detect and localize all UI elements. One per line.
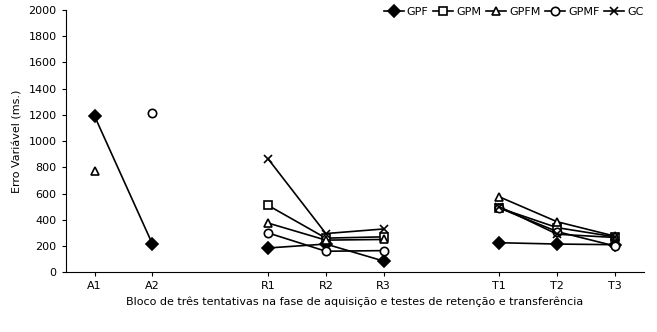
X-axis label: Bloco de três tentativas na fase de aquisição e testes de retenção e transferênc: Bloco de três tentativas na fase de aqui… [126,297,583,307]
Y-axis label: Erro Variável (ms.): Erro Variável (ms.) [13,89,23,193]
Legend: GPF, GPM, GPFM, GPMF, GC: GPF, GPM, GPFM, GPMF, GC [384,7,644,17]
